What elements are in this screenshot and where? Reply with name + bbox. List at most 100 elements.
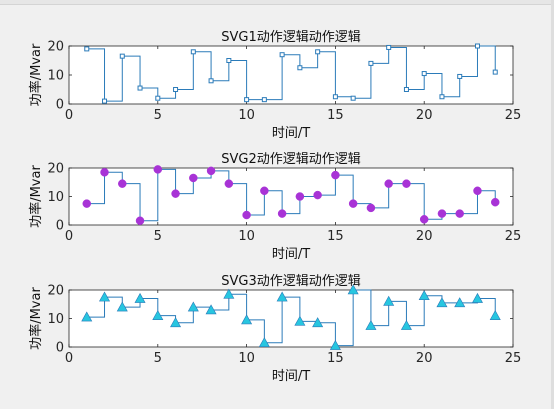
x-tick-label: 5 [154, 229, 162, 244]
x-tick-label: 5 [154, 351, 162, 366]
data-point-square [474, 43, 480, 49]
data-point-square [403, 87, 409, 92]
data-point-square [84, 46, 90, 52]
axes-box [68, 167, 514, 226]
data-point-triangle [436, 297, 448, 308]
axes-box [68, 289, 514, 348]
data-point-triangle [134, 292, 146, 303]
x-tick-label: 15 [327, 351, 344, 366]
x-tick-label: 0 [65, 229, 73, 244]
data-point-triangle [205, 304, 217, 315]
data-point-square [386, 44, 392, 50]
data-point-circle [295, 192, 305, 201]
data-point-circle [455, 209, 464, 218]
data-point-circle [135, 216, 145, 225]
data-point-circle [473, 186, 482, 196]
data-point-square [492, 69, 498, 75]
y-axis-label: 功率/Mvar [28, 165, 44, 228]
data-point-triangle [170, 317, 182, 328]
data-point-square [119, 53, 125, 59]
data-point-square [226, 58, 232, 63]
y-tick-label: 20 [47, 284, 64, 299]
x-tick-label: 25 [505, 229, 522, 244]
data-point-circle [224, 179, 234, 188]
axes-box [68, 45, 514, 105]
data-point-triangle [99, 291, 111, 302]
data-point-square [244, 97, 250, 103]
data-point-triangle [187, 301, 199, 312]
data-point-square [102, 98, 108, 104]
data-point-triangle [294, 315, 306, 326]
data-point-triangle [347, 284, 359, 295]
data-point-circle [402, 179, 411, 188]
data-point-circle [242, 210, 251, 220]
data-point-triangle [471, 292, 483, 303]
data-point-circle [366, 203, 376, 213]
data-point-square [190, 49, 196, 55]
data-point-square [155, 95, 161, 101]
data-point-circle [490, 197, 500, 207]
data-point-triangle [258, 337, 270, 348]
data-point-square [421, 71, 427, 77]
data-point-square [368, 60, 374, 66]
data-point-circle [348, 199, 358, 208]
y-tick-label: 20 [47, 162, 64, 177]
data-point-triangle [152, 310, 164, 320]
x-tick-label: 25 [505, 351, 522, 366]
x-axis-label: 时间/T [272, 126, 310, 141]
subplot-title: SVG3动作逻辑动作逻辑 [221, 274, 361, 289]
data-point-triangle [454, 297, 466, 308]
data-point-circle [313, 190, 322, 200]
x-tick-label: 10 [238, 351, 255, 366]
data-point-triangle [365, 320, 377, 330]
y-tick-label: 0 [56, 341, 64, 356]
data-point-square [439, 94, 445, 100]
x-tick-label: 20 [416, 108, 433, 123]
x-axis-label: 时间/T [272, 247, 310, 262]
data-point-triangle [312, 317, 324, 328]
data-point-square [332, 94, 338, 100]
data-point-circle [206, 166, 216, 176]
x-tick-label: 0 [65, 108, 73, 123]
data-point-circle [189, 173, 198, 183]
y-axis-label: 功率/Mvar [28, 43, 44, 106]
data-point-square [137, 85, 143, 91]
data-point-circle [419, 215, 429, 224]
data-point-circle [331, 170, 340, 180]
data-point-square [350, 95, 356, 101]
data-point-triangle [418, 290, 430, 301]
step-line [86, 289, 496, 347]
data-point-circle [100, 168, 109, 177]
data-point-triangle [383, 295, 395, 306]
data-point-square [315, 49, 321, 55]
data-point-triangle [400, 320, 412, 330]
x-tick-label: 25 [505, 108, 522, 123]
data-point-triangle [116, 301, 128, 312]
y-tick-label: 0 [56, 219, 64, 234]
data-point-circle [153, 165, 163, 174]
data-point-circle [384, 179, 393, 188]
data-point-triangle [223, 288, 235, 299]
data-point-square [457, 73, 463, 79]
data-point-triangle [489, 310, 501, 320]
data-point-triangle [81, 311, 93, 322]
y-tick-label: 10 [47, 69, 64, 84]
subplot-title: SVG1动作逻辑动作逻辑 [221, 30, 361, 45]
subplot-title: SVG2动作逻辑动作逻辑 [221, 152, 361, 167]
data-point-square [279, 52, 285, 58]
y-tick-label: 20 [47, 40, 64, 55]
y-tick-label: 0 [56, 98, 64, 113]
data-point-circle [260, 186, 269, 196]
data-point-square [297, 65, 303, 71]
window-top-strip [0, 0, 554, 5]
data-point-triangle [241, 314, 253, 325]
x-axis-label: 时间/T [272, 369, 310, 384]
x-tick-label: 20 [416, 351, 433, 366]
data-point-circle [118, 179, 127, 188]
y-axis-label: 功率/Mvar [28, 287, 44, 350]
data-point-circle [437, 209, 447, 218]
